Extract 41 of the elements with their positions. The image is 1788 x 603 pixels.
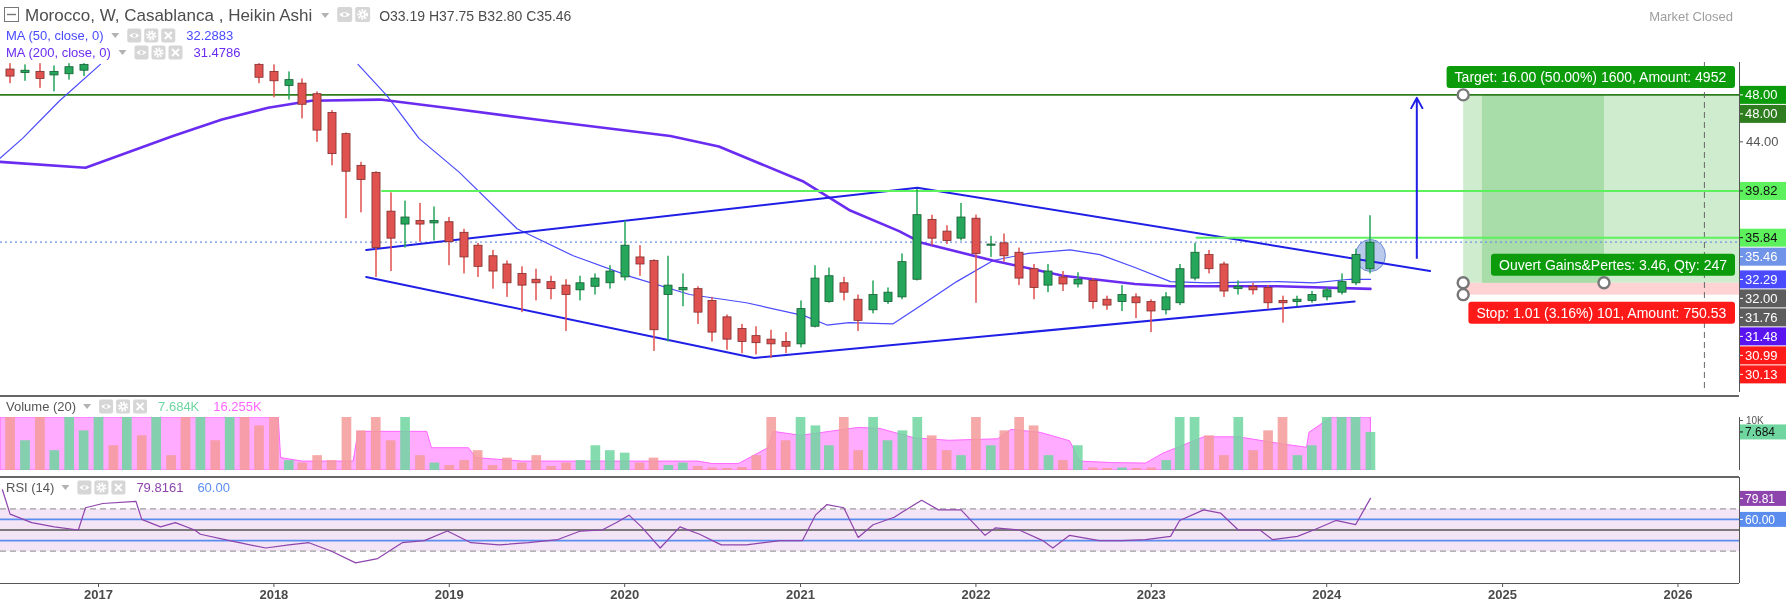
- annotation: Ouvert Gains&Pertes: 3.46, Qty: 247: [1499, 256, 1728, 273]
- y-tick-label: 44.00: [1746, 134, 1779, 150]
- x-tick-label: 2022: [961, 587, 991, 602]
- ref-line-label: 35.46: [1745, 249, 1778, 265]
- y-tick-label: 39.82: [1745, 183, 1778, 199]
- annotation: Stop: 1.01 (3.16%) 101, Amount: 750.53: [1476, 304, 1727, 321]
- text: 30.13: [1745, 366, 1778, 382]
- annotation: 60.00: [197, 480, 230, 495]
- text: 32.2883: [186, 28, 234, 43]
- x-tick-label: 2021: [786, 587, 816, 602]
- text: 7.684: [1745, 425, 1776, 440]
- annotation: 32.00: [1745, 290, 1778, 306]
- x-tick-label: 2018: [259, 587, 289, 602]
- chart-title: Morocco, W, Casablanca , Heikin Ashi: [25, 6, 313, 25]
- y-tick-label: 35.84: [1745, 230, 1778, 246]
- chart-title: RSI (14): [6, 480, 55, 495]
- x-tick-label: 2019: [434, 587, 464, 602]
- annotation: 79.8161: [136, 480, 184, 495]
- y-tick-label: 10K: [1746, 414, 1765, 426]
- annotation: 32.29: [1745, 271, 1778, 287]
- x-tick-label: 2025: [1488, 587, 1518, 602]
- x-tick-label: 2024: [1312, 587, 1342, 602]
- y-tick-label: 60.00: [1745, 512, 1776, 527]
- text: 7.684K: [158, 399, 200, 414]
- text: MA (200, close, 0): [6, 45, 111, 60]
- chart-title: Volume (20): [6, 399, 77, 414]
- series-label: MA (50, close, 0): [6, 28, 104, 43]
- text: 30.99: [1745, 347, 1778, 363]
- chart-subtitle: O33.19 H37.75 B32.80 C35.46: [379, 8, 572, 24]
- y-tick-label: 48.00: [1745, 87, 1778, 103]
- text: 16.255K: [213, 399, 263, 414]
- x-tick-label: 2017: [84, 587, 113, 602]
- y-tick-label: 79.81: [1745, 491, 1776, 506]
- annotation: 31.76: [1745, 309, 1778, 325]
- text: Market Closed: [1649, 9, 1733, 24]
- x-tick-label: 2020: [610, 587, 640, 602]
- text: 31.48: [1745, 328, 1778, 344]
- text: 31.4786: [193, 45, 241, 60]
- x-tick-label: 2023: [1136, 587, 1166, 602]
- annotation: Target: 16.00 (50.00%) 1600, Amount: 4952: [1454, 68, 1727, 85]
- x-tick-label: 2026: [1663, 587, 1693, 602]
